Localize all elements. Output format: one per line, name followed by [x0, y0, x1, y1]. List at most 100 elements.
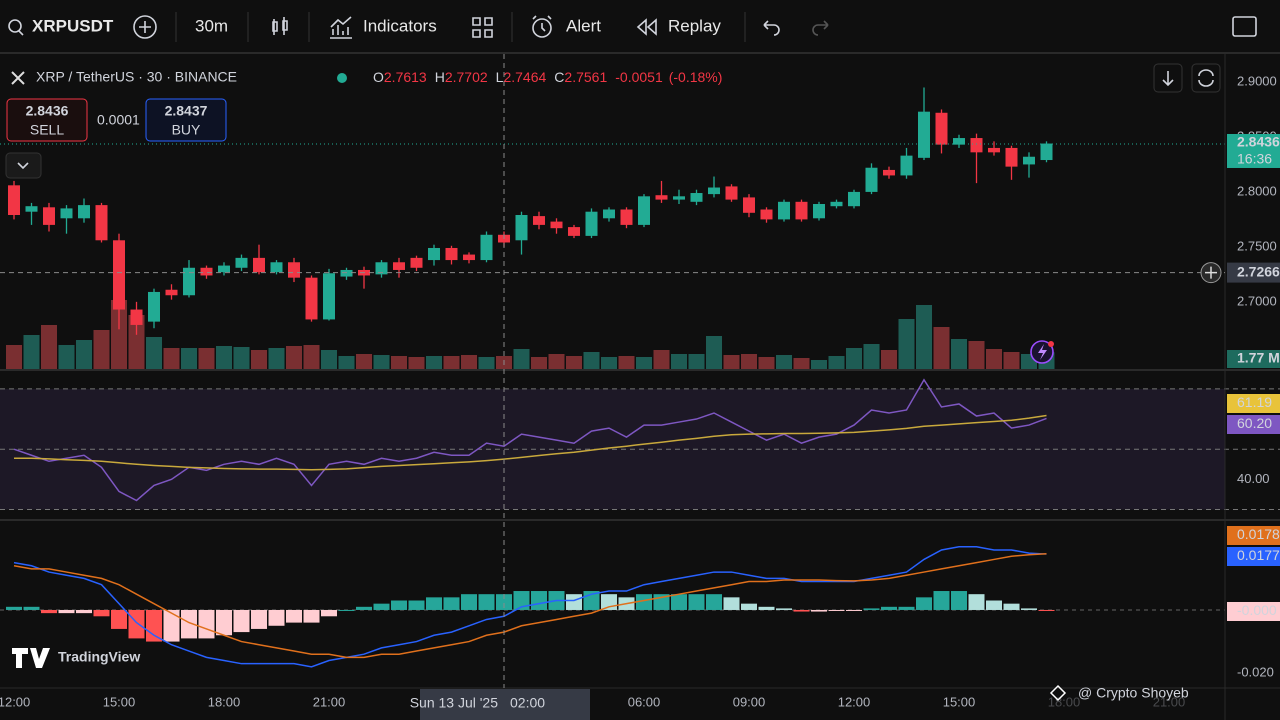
search-icon[interactable] [8, 19, 22, 33]
indicators-button[interactable]: Indicators [363, 16, 437, 35]
add-symbol-icon [139, 21, 151, 33]
indicators-icon[interactable] [330, 16, 352, 39]
histogram-bar [163, 609, 180, 642]
volume-bar [706, 336, 722, 370]
macd-label: 0.0177 [1237, 547, 1280, 563]
alert-icon[interactable] [532, 18, 552, 38]
sell-button[interactable] [6, 98, 88, 142]
candle-body [970, 138, 983, 153]
hist-label: -0.000 [1237, 602, 1277, 618]
scroll-button[interactable] [1153, 63, 1183, 93]
ohlc-key: L [496, 69, 504, 85]
collapse-button[interactable] [5, 152, 42, 179]
volume-bar [6, 345, 22, 370]
volume-bar [163, 348, 180, 370]
volume-bar [583, 352, 600, 370]
histogram-bar [338, 609, 355, 611]
histogram-bar [268, 609, 285, 626]
time-tick-label: 18:00 [1048, 694, 1081, 709]
histogram-bar [6, 606, 22, 610]
volume-bar [181, 348, 197, 370]
histogram-bar [356, 606, 372, 610]
watermark-logo [12, 648, 50, 668]
change-percent: (-0.18%) [669, 69, 723, 85]
histogram-bar [426, 597, 442, 610]
histogram-bar [968, 594, 985, 610]
time-tick-label: 06:00 [628, 694, 661, 709]
ma-label: 61.19 [1237, 394, 1272, 410]
legend: XRP / TetherUS · 30 · BINANCE O2.7613 H2.… [5, 63, 1221, 179]
rsi-label-box [1227, 415, 1280, 434]
interval[interactable]: 30m [195, 16, 228, 35]
volume-bar [443, 356, 460, 370]
reset-button[interactable] [1191, 63, 1221, 93]
chart-type-icon[interactable] [272, 17, 288, 35]
candle-body [848, 191, 860, 207]
candle-body [760, 209, 773, 220]
histogram-bar [688, 594, 705, 610]
candle-body [515, 215, 528, 241]
candle-body [463, 254, 475, 261]
spread: 0.0001 [97, 112, 140, 128]
replay-icon[interactable] [636, 18, 657, 36]
volume-bar [1003, 352, 1020, 370]
candle-body [218, 265, 230, 273]
volume-bar [146, 337, 162, 370]
replay-button[interactable]: Replay [668, 16, 721, 35]
time-tick-label: 12:00 [838, 694, 871, 709]
overlay: 2.90002.85002.80002.75002.70002.843616:3… [0, 53, 1280, 720]
undo[interactable] [763, 20, 780, 36]
histogram-bar [881, 606, 897, 610]
ohlc-value: 2.7613 [384, 69, 427, 85]
buy-button[interactable] [145, 98, 227, 142]
signal-label: 0.0178 [1237, 526, 1280, 542]
candle-body [690, 193, 703, 202]
volume-bar [111, 300, 127, 370]
volume-bar [321, 350, 337, 370]
volume-bar [636, 357, 652, 370]
candle-body [270, 262, 283, 273]
candle-body [148, 291, 160, 322]
volume-bar [933, 327, 950, 370]
histogram-bar [58, 609, 75, 614]
volume-bar [863, 344, 880, 370]
search-icon [18, 30, 24, 36]
candle-body [883, 169, 895, 176]
sell-label: SELL [30, 122, 64, 138]
volume-bar [723, 355, 740, 370]
histogram-bar [93, 609, 110, 617]
candle-body [25, 206, 38, 212]
histogram-bar [1021, 608, 1037, 610]
histogram-bar [898, 606, 915, 610]
scroll-icon [1162, 71, 1174, 87]
candle-body [253, 257, 265, 273]
candle-body [480, 234, 493, 261]
macd-tick-label: -0.020 [1237, 665, 1274, 680]
market-open-dot [337, 73, 347, 83]
volume-bar [776, 355, 792, 370]
volume-bar [566, 356, 582, 370]
symbol[interactable]: XRPUSDT [32, 16, 114, 35]
layouts-icon[interactable] [472, 17, 493, 38]
candle-body [1040, 143, 1053, 161]
histogram-bar [671, 594, 687, 610]
volume-bar [618, 356, 635, 370]
crosshair-time-box [420, 689, 590, 720]
time-tick-label: 18:00 [208, 694, 241, 709]
last-price: 2.8436 [1237, 134, 1280, 150]
buy-label: BUY [172, 122, 201, 138]
fullscreen[interactable] [1232, 16, 1257, 37]
histogram-bar [811, 609, 827, 612]
ohlc-key: H [435, 69, 445, 85]
histogram-bar [828, 609, 845, 611]
volume-bar [688, 354, 705, 370]
volume-bar [968, 341, 985, 370]
crosshair-date: Sun 13 Jul '25 [410, 695, 499, 711]
redo[interactable] [812, 20, 829, 36]
reset-icon [1198, 69, 1214, 87]
alert-button[interactable]: Alert [566, 16, 601, 35]
histogram-bar [933, 591, 950, 610]
add-symbol[interactable] [133, 15, 157, 39]
candle-body [200, 267, 213, 276]
crosshair-price: 2.7266 [1237, 263, 1280, 279]
